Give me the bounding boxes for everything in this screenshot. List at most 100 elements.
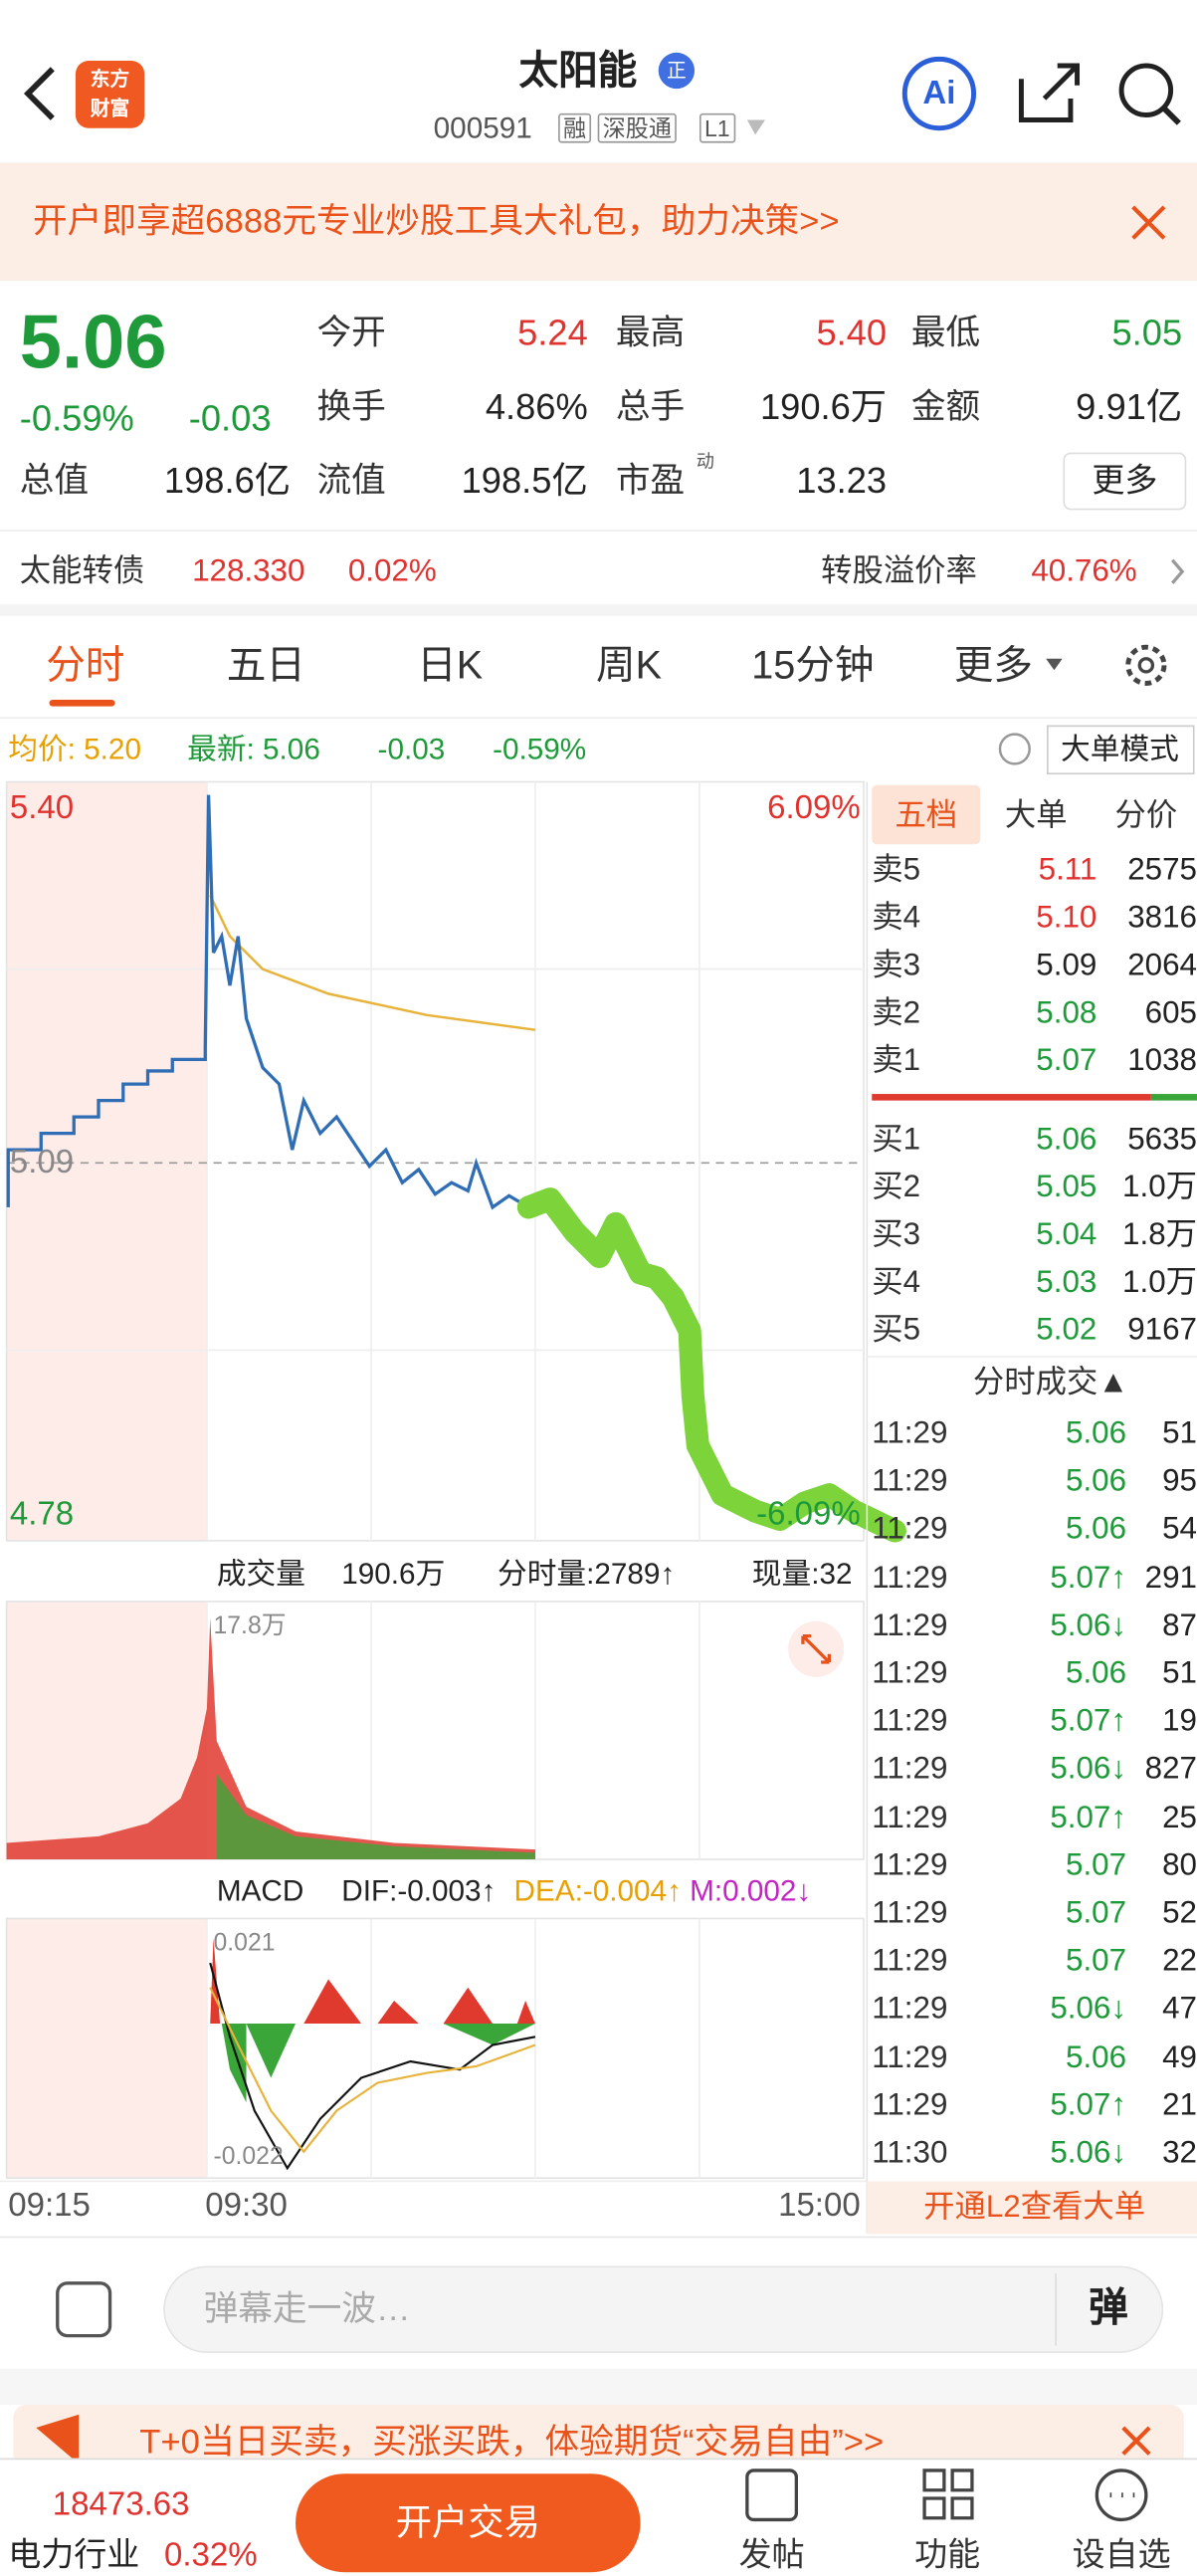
settings-icon[interactable] bbox=[1125, 644, 1167, 686]
ask-volume: 605 bbox=[1144, 995, 1197, 1031]
badge-icon bbox=[658, 52, 696, 90]
volume-now: 现量:32 bbox=[751, 1557, 853, 1591]
trade-price: 5.06↓ bbox=[1050, 1752, 1127, 1788]
ask-volume: 3816 bbox=[1127, 901, 1197, 936]
chart-tab[interactable]: 更多 bbox=[953, 643, 1033, 689]
close-icon[interactable] bbox=[1131, 205, 1166, 240]
mode-button[interactable]: 大单模式 bbox=[1061, 732, 1179, 765]
comment-icon[interactable] bbox=[56, 2281, 112, 2338]
stat-label: 总手 bbox=[615, 388, 686, 427]
chart-tab[interactable]: 周K bbox=[596, 643, 663, 689]
chevron[interactable] bbox=[1170, 558, 1185, 584]
trade-time: 11:29 bbox=[872, 1847, 948, 1883]
trade-price: 5.07↑ bbox=[1050, 1560, 1127, 1596]
logo[interactable] bbox=[75, 61, 145, 128]
ask-label: 卖3 bbox=[872, 948, 921, 983]
bid-volume: 1.8万 bbox=[1122, 1217, 1197, 1253]
trade-label[interactable]: 开户交易 bbox=[395, 2501, 540, 2543]
bid-volume: 5635 bbox=[1127, 1122, 1197, 1158]
logo-text: 财富 bbox=[90, 97, 130, 120]
ask-price: 5.07 bbox=[1036, 1043, 1097, 1079]
hand-drawn-scribble bbox=[516, 1187, 906, 1543]
danmaku-button[interactable]: 弹 bbox=[1089, 2286, 1128, 2331]
share-icon[interactable] bbox=[1018, 63, 1081, 122]
bond-name: 太能转债 bbox=[19, 553, 145, 589]
ask-volume: 2575 bbox=[1127, 853, 1197, 888]
trade-time: 11:29 bbox=[872, 2039, 948, 2075]
chart-tab[interactable]: 分时 bbox=[46, 643, 125, 689]
more-button[interactable] bbox=[1063, 452, 1187, 511]
avg-price-line bbox=[209, 894, 536, 1031]
search-icon[interactable] bbox=[1118, 63, 1174, 117]
stat-value: 5.40 bbox=[816, 312, 888, 353]
trade-time: 11:29 bbox=[872, 1704, 948, 1740]
promo-text[interactable]: T+0当日买卖，买涨买跌，体验期货“交易自由”>> bbox=[139, 2423, 885, 2462]
ai-icon[interactable] bbox=[901, 56, 977, 131]
x-label: 09:30 bbox=[205, 2188, 288, 2225]
chart-tab[interactable]: 日K bbox=[417, 643, 484, 689]
help-icon[interactable] bbox=[998, 733, 1031, 765]
bid-price: 5.02 bbox=[1036, 1313, 1097, 1348]
dea-line bbox=[209, 1987, 536, 2154]
chart-tab[interactable]: 五日 bbox=[226, 643, 305, 689]
trade-time: 11:29 bbox=[872, 1464, 948, 1500]
ask-label: 卖5 bbox=[872, 853, 921, 888]
trade-volume: 25 bbox=[1162, 1800, 1197, 1835]
l2-bg[interactable] bbox=[867, 2181, 1197, 2235]
nav-item[interactable]: 发帖 bbox=[738, 2537, 805, 2574]
trade-price: 5.06↓ bbox=[1050, 1609, 1127, 1643]
trade-price: 5.06↓ bbox=[1050, 1992, 1127, 2028]
banner-bg bbox=[0, 162, 1197, 282]
trade-price: 5.06 bbox=[1066, 1656, 1127, 1691]
book-tab[interactable]: 大单 bbox=[1004, 798, 1068, 834]
more-button[interactable]: 更多 bbox=[1092, 463, 1158, 500]
book-tab[interactable]: 五档 bbox=[895, 798, 958, 834]
stat-label: 换手 bbox=[316, 388, 386, 427]
trade-volume: 51 bbox=[1162, 1416, 1197, 1451]
divider bbox=[0, 604, 1197, 616]
tab-highlight bbox=[872, 784, 981, 845]
trade-price: 5.07 bbox=[1066, 1896, 1127, 1931]
macd-label[interactable]: MACD bbox=[216, 1873, 304, 1907]
expand-icon bbox=[801, 1633, 832, 1664]
bid-label: 买5 bbox=[872, 1313, 921, 1348]
dropdown-icon[interactable] bbox=[1046, 658, 1063, 671]
nav-item[interactable]: 功能 bbox=[914, 2537, 981, 2574]
function-icon[interactable] bbox=[922, 2469, 974, 2520]
promo-bg[interactable] bbox=[13, 2404, 1184, 2470]
l2-link[interactable]: 开通L2查看大单 bbox=[923, 2190, 1146, 2226]
volume-label[interactable]: 成交量 bbox=[216, 1557, 305, 1591]
comment-input[interactable] bbox=[163, 2265, 1164, 2353]
premarket-bg bbox=[6, 781, 207, 1541]
dropdown-icon[interactable] bbox=[746, 119, 765, 135]
bid-volume: 1.0万 bbox=[1122, 1265, 1197, 1301]
banner-text[interactable]: 开户即享超6888元专业炒股工具大礼包，助力决策>> bbox=[33, 202, 840, 241]
stat-label: 流值 bbox=[316, 462, 386, 501]
trade-button[interactable] bbox=[296, 2473, 641, 2573]
latest-price: 最新: 5.06 bbox=[187, 732, 320, 765]
ask-label: 卖1 bbox=[872, 1043, 921, 1079]
book-tab[interactable]: 分价 bbox=[1114, 798, 1178, 834]
watchlist-icon[interactable] bbox=[1095, 2469, 1148, 2522]
tag: L1 bbox=[698, 112, 735, 143]
trade-time: 11:29 bbox=[872, 1992, 948, 2028]
trade-time: 11:29 bbox=[872, 1800, 948, 1835]
settings-icon bbox=[1137, 657, 1155, 674]
bid-label: 买2 bbox=[872, 1170, 921, 1205]
back-icon[interactable] bbox=[23, 67, 55, 120]
premium-value: 40.76% bbox=[1031, 553, 1137, 589]
close-icon[interactable] bbox=[1121, 2426, 1151, 2456]
x-label: 15:00 bbox=[778, 2188, 861, 2225]
post-icon[interactable] bbox=[745, 2469, 799, 2522]
trades-title[interactable]: 分时成交▲ bbox=[972, 1366, 1129, 1400]
nav-item[interactable]: 设自选 bbox=[1072, 2537, 1171, 2574]
mode-button[interactable] bbox=[1047, 725, 1195, 775]
bond-pct: 0.02% bbox=[347, 553, 437, 589]
chart-tab[interactable]: 15分钟 bbox=[751, 643, 875, 689]
premium-label: 转股溢价率 bbox=[821, 553, 977, 589]
ai-label[interactable]: Ai bbox=[922, 75, 956, 112]
ratio-bar bbox=[872, 1094, 1151, 1101]
stat-value: 198.6亿 bbox=[163, 460, 292, 502]
bid-volume: 1.0万 bbox=[1122, 1170, 1197, 1205]
